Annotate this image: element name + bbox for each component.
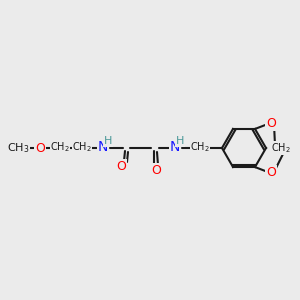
Text: O: O bbox=[35, 142, 45, 154]
Text: CH$_2$: CH$_2$ bbox=[50, 141, 70, 154]
Text: O: O bbox=[266, 117, 276, 130]
Text: CH$_2$: CH$_2$ bbox=[190, 141, 210, 154]
Text: N: N bbox=[170, 140, 180, 154]
Text: H: H bbox=[176, 136, 184, 146]
Text: O: O bbox=[116, 160, 126, 172]
Text: CH$_2$: CH$_2$ bbox=[271, 141, 291, 155]
Text: CH$_2$: CH$_2$ bbox=[72, 141, 92, 154]
Text: CH$_3$: CH$_3$ bbox=[7, 141, 29, 155]
Text: H: H bbox=[104, 136, 112, 146]
Text: O: O bbox=[266, 166, 276, 178]
Text: N: N bbox=[98, 140, 108, 154]
Text: O: O bbox=[151, 164, 161, 176]
